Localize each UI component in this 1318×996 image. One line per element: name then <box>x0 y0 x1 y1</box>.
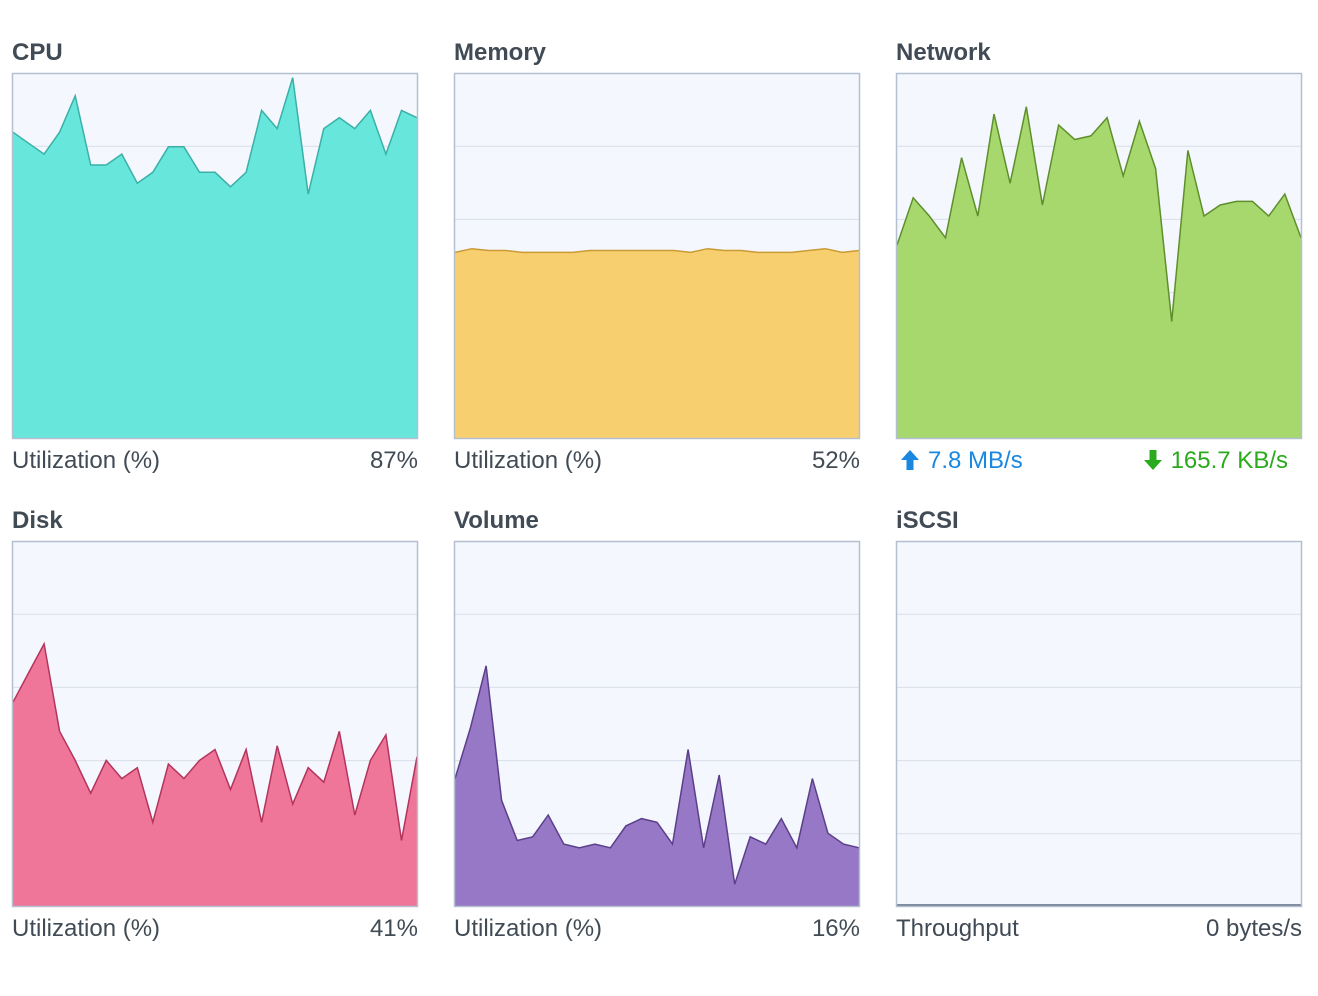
memory-chart <box>453 72 861 440</box>
cpu-chart <box>11 72 419 440</box>
volume-plot-border <box>453 540 861 908</box>
cpu-utilization-label: Utilization (%) <box>12 447 161 474</box>
volume-footer: Utilization (%) 16% <box>454 914 860 944</box>
network-plot-border <box>895 72 1303 440</box>
arrow-up-icon <box>901 449 919 470</box>
disk-title: Disk <box>12 507 63 534</box>
upload-rate-value: 7.8 MB/s <box>928 447 1023 474</box>
disk-chart <box>11 540 419 908</box>
memory-plot-border <box>453 72 861 440</box>
cpu-plot-border <box>11 72 419 440</box>
iscsi-plot-border <box>895 540 1303 908</box>
iscsi-chart <box>895 540 1303 908</box>
cpu-footer: Utilization (%) 87% <box>12 446 418 476</box>
iscsi-throughput-value: 0 bytes/s <box>1205 915 1302 942</box>
memory-series-area <box>455 248 859 438</box>
download-rate: 165.7 KB/s <box>1143 446 1288 476</box>
memory-utilization-label: Utilization (%) <box>454 447 603 474</box>
memory-title: Memory <box>454 39 547 66</box>
iscsi-throughput-label: Throughput <box>896 915 1019 942</box>
disk-utilization-value: 41% <box>369 915 418 942</box>
iscsi-plot-background <box>896 541 1302 907</box>
volume-series-area <box>455 665 859 906</box>
disk-utilization-label: Utilization (%) <box>12 915 161 942</box>
iscsi-footer: Throughput 0 bytes/s <box>896 914 1302 944</box>
network-chart <box>895 72 1303 440</box>
network-title: Network <box>896 39 991 66</box>
cpu-series-area <box>13 77 417 438</box>
disk-series-area <box>13 643 417 906</box>
arrow-down-icon <box>1143 449 1162 470</box>
upload-rate: 7.8 MB/s <box>900 446 1023 476</box>
disk-plot-border <box>11 540 419 908</box>
iscsi-title: iSCSI <box>896 507 959 534</box>
network-footer: 7.8 MB/s 165.7 KB/s <box>896 446 1302 476</box>
memory-utilization-value: 52% <box>811 447 860 474</box>
memory-footer: Utilization (%) 52% <box>454 446 860 476</box>
volume-chart <box>453 540 861 908</box>
memory-series-line <box>454 247 860 254</box>
network-series-area <box>897 106 1301 439</box>
network-series-line <box>896 106 1302 322</box>
disk-series-line <box>12 641 418 841</box>
volume-utilization-value: 16% <box>811 915 860 942</box>
cpu-series-line <box>12 77 418 195</box>
disk-footer: Utilization (%) 41% <box>12 914 418 944</box>
volume-series-line <box>454 665 860 885</box>
volume-utilization-label: Utilization (%) <box>454 915 603 942</box>
cpu-title: CPU <box>12 39 63 66</box>
download-rate-value: 165.7 KB/s <box>1170 447 1288 474</box>
volume-title: Volume <box>454 507 539 534</box>
cpu-utilization-value: 87% <box>369 447 418 474</box>
